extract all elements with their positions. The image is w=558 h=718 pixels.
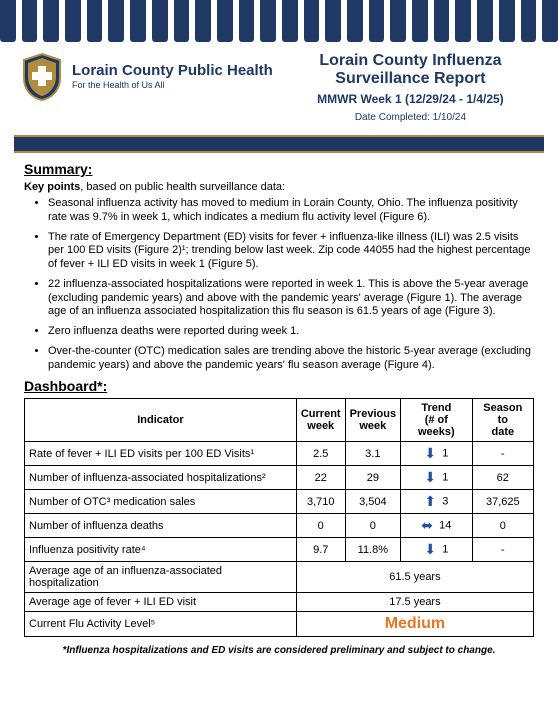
trend-down-icon: ⬇ bbox=[424, 445, 436, 461]
report-title: Lorain County Influenza Surveillance Rep… bbox=[283, 52, 538, 88]
summary-bullet: Seasonal influenza activity has moved to… bbox=[48, 197, 534, 225]
table-row: Rate of fever + ILI ED visits per 100 ED… bbox=[25, 442, 534, 466]
previous-cell: 11.8% bbox=[345, 538, 400, 562]
table-header-row: IndicatorCurrentweekPreviousweekTrend(# … bbox=[25, 399, 534, 442]
current-cell: 2.5 bbox=[296, 442, 345, 466]
current-cell: 3,710 bbox=[296, 490, 345, 514]
keypoints-prefix: Key points bbox=[24, 181, 80, 193]
org-tagline: For the Health of Us All bbox=[72, 81, 273, 91]
table-span-row: Average age of an influenza-associated h… bbox=[25, 562, 534, 593]
org-text: Lorain County Public Health For the Heal… bbox=[72, 63, 273, 91]
table-row: Influenza positivity rate⁴9.711.8%⬇ 1- bbox=[25, 538, 534, 562]
indicator-cell: Number of OTC³ medication sales bbox=[25, 490, 297, 514]
season-cell: 37,625 bbox=[472, 490, 533, 514]
span-label-cell: Average age of an influenza-associated h… bbox=[25, 562, 297, 593]
span-value-cell: 61.5 years bbox=[296, 562, 533, 593]
season-cell: - bbox=[472, 538, 533, 562]
season-cell: 62 bbox=[472, 466, 533, 490]
trend-down-icon: ⬇ bbox=[424, 469, 436, 485]
content: Summary: Key points, based on public hea… bbox=[0, 161, 558, 666]
previous-cell: 29 bbox=[345, 466, 400, 490]
indicator-cell: Number of influenza deaths bbox=[25, 514, 297, 538]
previous-cell: 3.1 bbox=[345, 442, 400, 466]
season-cell: 0 bbox=[472, 514, 533, 538]
dashboard-table: IndicatorCurrentweekPreviousweekTrend(# … bbox=[24, 398, 534, 637]
table-row: Number of influenza-associated hospitali… bbox=[25, 466, 534, 490]
trend-cell: ⬇ 1 bbox=[401, 442, 473, 466]
current-cell: 0 bbox=[296, 514, 345, 538]
activity-label-cell: Current Flu Activity Level⁵ bbox=[25, 612, 297, 637]
keypoints-intro: Key points, based on public health surve… bbox=[24, 181, 534, 193]
indicator-cell: Influenza positivity rate⁴ bbox=[25, 538, 297, 562]
title-block: Lorain County Influenza Surveillance Rep… bbox=[283, 52, 538, 123]
header: Lorain County Public Health For the Heal… bbox=[0, 42, 558, 131]
activity-row: Current Flu Activity Level⁵Medium bbox=[25, 612, 534, 637]
table-body: Rate of fever + ILI ED visits per 100 ED… bbox=[25, 442, 534, 637]
trend-flat-icon: ⬌ bbox=[421, 517, 433, 533]
dashboard-heading: Dashboard*: bbox=[24, 378, 534, 394]
current-cell: 22 bbox=[296, 466, 345, 490]
table-header-cell: Previousweek bbox=[345, 399, 400, 442]
table-header-cell: Currentweek bbox=[296, 399, 345, 442]
summary-bullet: The rate of Emergency Department (ED) vi… bbox=[48, 231, 534, 272]
trend-cell: ⬇ 1 bbox=[401, 538, 473, 562]
shield-logo-icon bbox=[20, 52, 64, 102]
current-cell: 9.7 bbox=[296, 538, 345, 562]
keypoints-suffix: , based on public health surveillance da… bbox=[80, 181, 285, 193]
trend-up-icon: ⬆ bbox=[424, 493, 436, 509]
previous-cell: 0 bbox=[345, 514, 400, 538]
summary-heading: Summary: bbox=[24, 161, 534, 177]
org-name: Lorain County Public Health bbox=[72, 63, 273, 80]
table-span-row: Average age of fever + ILI ED visit17.5 … bbox=[25, 593, 534, 612]
summary-bullet: Zero influenza deaths were reported duri… bbox=[48, 325, 534, 339]
trend-down-icon: ⬇ bbox=[424, 541, 436, 557]
dashboard-footnote: *Influenza hospitalizations and ED visit… bbox=[24, 645, 534, 656]
previous-cell: 3,504 bbox=[345, 490, 400, 514]
logo-block: Lorain County Public Health For the Heal… bbox=[20, 52, 273, 102]
report-date: Date Completed: 1/10/24 bbox=[283, 112, 538, 123]
trend-cell: ⬇ 1 bbox=[401, 466, 473, 490]
indicator-cell: Rate of fever + ILI ED visits per 100 ED… bbox=[25, 442, 297, 466]
table-header-cell: Season todate bbox=[472, 399, 533, 442]
table-header-cell: Trend(# of weeks) bbox=[401, 399, 473, 442]
indicator-cell: Number of influenza-associated hospitali… bbox=[25, 466, 297, 490]
divider-bar bbox=[14, 135, 544, 153]
season-cell: - bbox=[472, 442, 533, 466]
top-stripes bbox=[0, 0, 558, 42]
span-label-cell: Average age of fever + ILI ED visit bbox=[25, 593, 297, 612]
trend-cell: ⬆ 3 bbox=[401, 490, 473, 514]
report-subtitle: MMWR Week 1 (12/29/24 - 1/4/25) bbox=[283, 92, 538, 106]
summary-bullets: Seasonal influenza activity has moved to… bbox=[24, 197, 534, 372]
trend-cell: ⬌ 14 bbox=[401, 514, 473, 538]
table-row: Number of OTC³ medication sales3,7103,50… bbox=[25, 490, 534, 514]
summary-bullet: 22 influenza-associated hospitalizations… bbox=[48, 278, 534, 319]
summary-bullet: Over-the-counter (OTC) medication sales … bbox=[48, 345, 534, 373]
span-value-cell: 17.5 years bbox=[296, 593, 533, 612]
activity-value-cell: Medium bbox=[296, 612, 533, 637]
table-row: Number of influenza deaths00⬌ 140 bbox=[25, 514, 534, 538]
table-header-cell: Indicator bbox=[25, 399, 297, 442]
